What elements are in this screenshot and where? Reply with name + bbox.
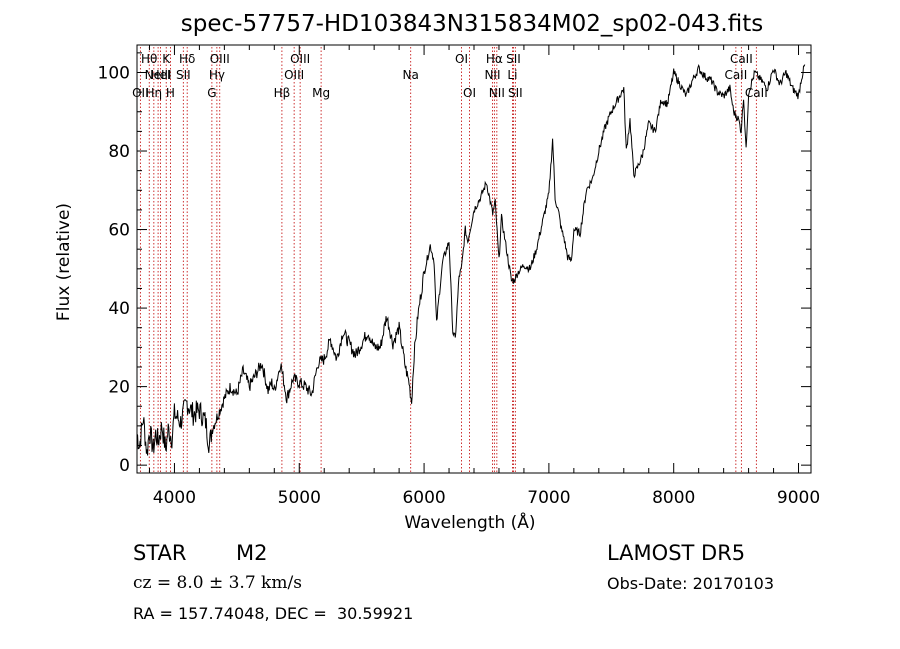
velocity-readout: cz = 8.0 ± 3.7 km/s [133, 573, 302, 593]
x-axis: 4000 5000 6000 7000 8000 9000 [148, 45, 820, 508]
object-class: STAR [133, 541, 187, 565]
survey-name: LAMOST DR5 [607, 541, 746, 565]
x-tick-label: 7000 [527, 488, 570, 508]
x-tick-label: 6000 [402, 488, 445, 508]
line-marker-label: Hγ [209, 68, 225, 82]
y-axis-label: Flux (relative) [54, 203, 74, 321]
line-marker-label: OI [455, 52, 468, 66]
line-marker-label: OI [463, 86, 476, 100]
object-subclass: M2 [236, 541, 268, 565]
line-markers [139, 47, 757, 473]
line-marker-label: OIII [290, 52, 310, 66]
x-tick-label: 8000 [652, 488, 695, 508]
y-tick-label: 0 [119, 456, 130, 476]
line-marker-label: Na [403, 68, 419, 82]
y-tick-label: 80 [108, 142, 130, 162]
line-marker-label: SII [508, 86, 523, 100]
y-tick-label: 40 [108, 299, 130, 319]
line-marker-label: OIII [210, 52, 230, 66]
line-marker-label: NeIII [145, 68, 172, 82]
line-marker-label: Li [507, 68, 517, 82]
line-marker-label: CaII [730, 52, 753, 66]
line-marker-label: G [207, 86, 216, 100]
x-tick-label: 5000 [278, 488, 321, 508]
line-marker-label: K [162, 52, 171, 66]
y-tick-label: 20 [108, 378, 130, 398]
chart-title: spec-57757-HD103843N315834M02_sp02-043.f… [181, 11, 763, 37]
line-marker-label: OII [132, 86, 149, 100]
x-axis-label: Wavelength (Å) [404, 511, 535, 533]
line-marker-label: Hα [486, 52, 503, 66]
line-marker-label: NII [489, 86, 505, 100]
coordinates-readout: RA = 157.74048, DEC = 30.59921 [133, 604, 414, 623]
line-marker-label: Hδ [179, 52, 195, 66]
observation-date: Obs-Date: 20170103 [607, 574, 775, 593]
y-axis: 0 20 40 60 80 100 [98, 52, 811, 476]
line-marker-label: Hη [146, 86, 163, 100]
line-marker-label: SII [506, 52, 521, 66]
y-tick-label: 60 [108, 221, 130, 241]
line-marker-label: HeI [151, 68, 171, 82]
line-marker-label: H [166, 86, 175, 100]
line-marker-labels: OIIHθHηNeIIIHeIKHSIIHδGHγOIIIHβOIIIOIIIM… [132, 52, 768, 100]
line-marker-label: Hθ [141, 52, 157, 66]
line-marker-label: Mg [312, 86, 330, 100]
line-marker-label: CaII [724, 68, 747, 82]
x-tick-label: 4000 [153, 488, 196, 508]
line-marker-label: Hβ [274, 86, 291, 100]
line-marker-label: NII [484, 68, 500, 82]
plot-frame [136, 44, 812, 474]
line-marker-label: OIII [284, 68, 304, 82]
x-tick-label: 9000 [777, 488, 820, 508]
line-marker-label: SII [176, 68, 191, 82]
spectrum-line [136, 63, 806, 456]
y-tick-label: 100 [98, 63, 130, 83]
